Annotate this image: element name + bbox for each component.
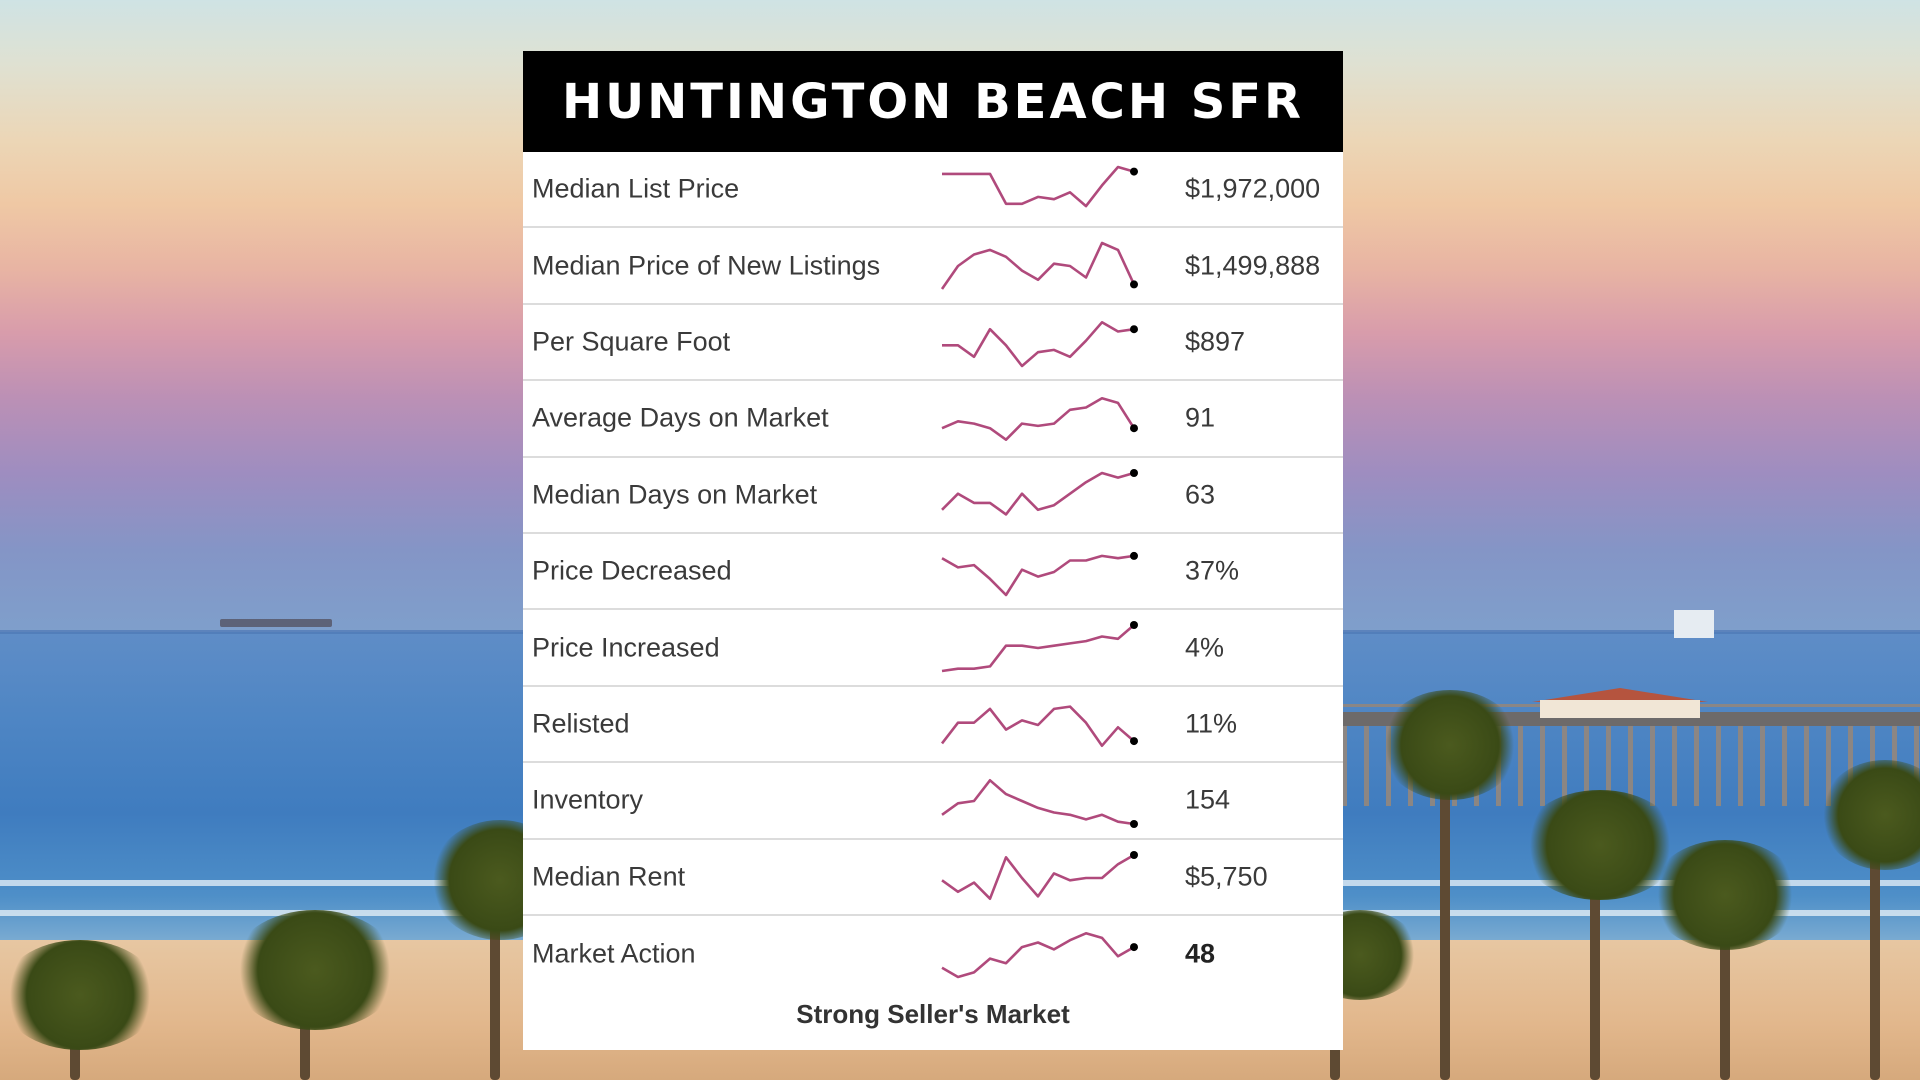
table-row: Median List Price $1,972,000: [523, 152, 1343, 229]
metric-label: Median Price of New Listings: [532, 250, 881, 281]
table-row: Price Increased 4%: [523, 610, 1343, 687]
trend-sparkline: [940, 242, 1138, 291]
palm-tree-trunk: [1720, 880, 1730, 1080]
trend-sparkline: [940, 705, 1138, 747]
sparkline-path: [941, 624, 1135, 673]
table-row: Median Days on Market 63: [523, 458, 1343, 534]
trend-sparkline: [941, 551, 1138, 597]
metric-label: Price Increased: [532, 632, 720, 663]
table-row: Price Decreased 37%: [523, 534, 1343, 611]
palm-tree-crown: [1820, 760, 1920, 870]
pier-house: [1540, 700, 1700, 718]
sparkline-endpoint: [1130, 943, 1138, 952]
sparkline-endpoint: [1130, 324, 1138, 333]
table-row: Relisted 11%: [523, 687, 1343, 764]
metric-value: $897: [1185, 326, 1246, 357]
trend-sparkline: [941, 468, 1138, 516]
metric-value: 48: [1185, 938, 1216, 969]
sparkline-endpoint: [1130, 167, 1138, 176]
trend-sparkline: [941, 779, 1138, 829]
table-row: Median Rent $5,750: [523, 840, 1343, 916]
palm-tree-crown: [1380, 690, 1520, 800]
metric-value: 11%: [1185, 708, 1238, 739]
metric-label: Average Days on Market: [532, 402, 829, 433]
trend-sparkline: [941, 621, 1138, 673]
trend-sparkline: [941, 931, 1138, 979]
metric-value: 154: [1185, 784, 1231, 815]
sparkline-endpoint: [1130, 424, 1138, 433]
market-verdict: Strong Seller's Market: [796, 999, 1070, 1029]
card-title: HUNTINGTON BEACH SFR: [523, 51, 1343, 152]
metric-value: 37%: [1185, 555, 1240, 586]
sparkline-endpoint: [1130, 621, 1138, 630]
pier-house-roof: [1532, 688, 1708, 702]
sparkline-endpoint: [1130, 850, 1138, 859]
metric-value: $1,499,888: [1185, 250, 1321, 281]
metric-value: $1,972,000: [1185, 173, 1321, 204]
table-row: Average Days on Market 91: [523, 381, 1343, 458]
table-row: Market Action 48: [523, 916, 1343, 992]
metric-label: Inventory: [532, 784, 644, 815]
sparkline-path: [940, 705, 1135, 747]
trend-sparkline: [941, 397, 1138, 442]
sparkline-path: [942, 165, 1135, 208]
sparkline-endpoint: [1130, 468, 1138, 477]
sparkline-path: [941, 471, 1135, 516]
stats-table: Median List Price $1,972,000 Median Price …: [523, 152, 1343, 992]
metric-value: 63: [1185, 479, 1216, 510]
sparkline-endpoint: [1130, 280, 1138, 289]
palm-tree-trunk: [490, 900, 500, 1080]
palm-tree-crown: [0, 940, 160, 1050]
metric-label: Market Action: [532, 938, 696, 969]
palm-tree-trunk: [1440, 760, 1450, 1080]
table-row: Median Price of New Listings $1,499,888: [523, 228, 1343, 305]
sparkline-path: [940, 242, 1136, 291]
trend-sparkline: [941, 850, 1138, 900]
metric-label: Median Days on Market: [532, 479, 818, 510]
palm-tree-crown: [230, 910, 400, 1030]
palm-tree-trunk: [300, 990, 310, 1080]
sparkline-endpoint: [1130, 736, 1138, 745]
metric-value: $5,750: [1185, 861, 1268, 892]
table-row: Inventory 154: [523, 763, 1343, 840]
sparkline-path: [941, 931, 1135, 979]
metric-label: Median Rent: [532, 861, 686, 892]
metric-label: Median List Price: [532, 173, 740, 204]
sparkline-path: [942, 320, 1135, 368]
metric-label: Per Square Foot: [532, 326, 731, 357]
sparkline-path: [941, 554, 1135, 597]
metric-label: Price Decreased: [532, 555, 732, 586]
sparkline-endpoint: [1130, 551, 1138, 560]
sparkline-path: [941, 853, 1135, 900]
metric-value: 91: [1185, 402, 1216, 433]
metric-label: Relisted: [532, 708, 630, 739]
trend-sparkline: [942, 320, 1138, 368]
palm-tree-crown: [1650, 840, 1800, 950]
distant-ship: [220, 619, 332, 627]
market-stats-card: HUNTINGTON BEACH SFR Median List Price $1…: [523, 51, 1343, 1050]
sparkline-path: [941, 779, 1135, 826]
palm-tree-trunk: [1870, 820, 1880, 1080]
metric-value: 4%: [1185, 632, 1225, 663]
palm-tree-trunk: [1590, 840, 1600, 1080]
sparkline-endpoint: [1130, 820, 1138, 829]
trend-sparkline: [942, 165, 1138, 208]
oil-platform: [1674, 610, 1714, 638]
sparkline-path: [941, 397, 1136, 442]
table-row: Per Square Foot $897: [523, 305, 1343, 382]
